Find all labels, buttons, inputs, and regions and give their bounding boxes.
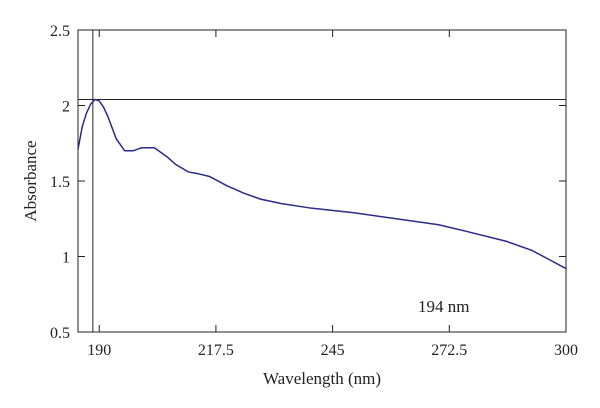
y-tick-label: 2.5 (50, 23, 70, 40)
y-axis-ticks: 0.5 1 1.5 2 2.5 (50, 23, 566, 342)
x-tick-label: 217.5 (198, 342, 234, 359)
y-axis-label: Absorbance (21, 140, 40, 221)
y-tick-label: 1 (62, 250, 70, 267)
x-tick-label: 245 (321, 342, 345, 359)
x-tick-label: 190 (87, 342, 111, 359)
absorbance-series-line (77, 98, 567, 270)
x-tick-label: 272.5 (431, 342, 467, 359)
plot-frame (77, 29, 567, 333)
x-tick-label: 300 (554, 342, 578, 359)
y-tick-label: 1.5 (50, 174, 70, 191)
peak-annotation: 194 nm (418, 297, 469, 316)
x-axis-label: Wavelength (nm) (263, 369, 381, 388)
x-axis-ticks: 190 217.5 245 272.5 300 (87, 30, 578, 359)
y-tick-label: 0.5 (50, 325, 70, 342)
y-tick-label: 2 (62, 99, 70, 116)
